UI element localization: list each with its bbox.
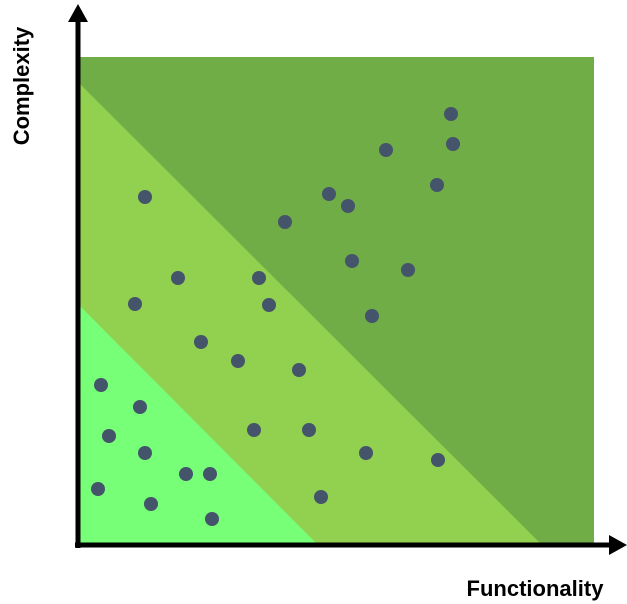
x-axis-arrow — [609, 535, 627, 555]
data-point — [292, 363, 306, 377]
x-axis-label: Functionality — [467, 576, 605, 601]
data-point — [138, 446, 152, 460]
data-point — [128, 297, 142, 311]
data-point — [203, 467, 217, 481]
data-point — [205, 512, 219, 526]
data-point — [345, 254, 359, 268]
data-point — [278, 215, 292, 229]
data-point — [231, 354, 245, 368]
data-point — [247, 423, 261, 437]
y-axis-arrow — [68, 4, 88, 22]
data-point — [401, 263, 415, 277]
data-point — [194, 335, 208, 349]
data-point — [431, 453, 445, 467]
data-point — [446, 137, 460, 151]
data-point — [444, 107, 458, 121]
data-point — [379, 143, 393, 157]
data-points — [91, 107, 460, 526]
data-point — [171, 271, 185, 285]
data-point — [430, 178, 444, 192]
data-point — [341, 199, 355, 213]
data-point — [359, 446, 373, 460]
data-point — [138, 190, 152, 204]
complexity-zones — [78, 57, 594, 545]
data-point — [94, 378, 108, 392]
data-point — [91, 482, 105, 496]
axes — [68, 4, 627, 555]
data-point — [314, 490, 328, 504]
data-point — [179, 467, 193, 481]
zone-low — [78, 304, 318, 545]
data-point — [102, 429, 116, 443]
data-point — [262, 298, 276, 312]
data-point — [302, 423, 316, 437]
y-axis-label: Complexity — [9, 26, 34, 145]
data-point — [133, 400, 147, 414]
data-point — [365, 309, 379, 323]
data-point — [322, 187, 336, 201]
data-point — [252, 271, 266, 285]
data-point — [144, 497, 158, 511]
